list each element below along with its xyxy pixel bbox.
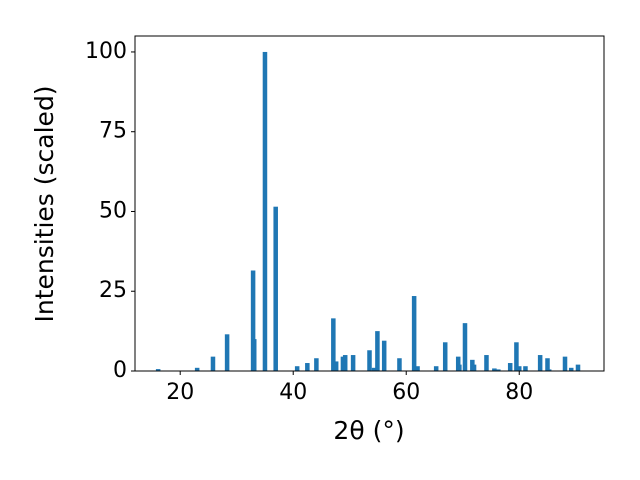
y-tick-label: 75 bbox=[99, 119, 127, 144]
bar bbox=[507, 363, 513, 371]
bar bbox=[471, 364, 477, 371]
y-tick-label: 100 bbox=[85, 39, 127, 64]
bar bbox=[415, 366, 420, 371]
bar bbox=[331, 318, 336, 371]
bar bbox=[433, 366, 439, 371]
bar bbox=[496, 369, 501, 371]
bar bbox=[350, 355, 356, 371]
bar bbox=[397, 358, 402, 371]
x-tick-label: 80 bbox=[505, 380, 533, 405]
y-tick-label: 0 bbox=[113, 358, 127, 383]
y-axis-label: Intensities (scaled) bbox=[30, 85, 59, 322]
bar bbox=[371, 367, 377, 371]
bar bbox=[333, 361, 339, 371]
bar bbox=[262, 51, 268, 371]
y-tick-label: 25 bbox=[99, 278, 127, 303]
bar bbox=[546, 369, 552, 371]
bar bbox=[305, 363, 310, 371]
bar bbox=[516, 366, 522, 371]
bar bbox=[375, 331, 380, 371]
bar bbox=[251, 339, 257, 371]
plot-frame bbox=[134, 35, 605, 372]
bar bbox=[514, 342, 519, 371]
bar bbox=[411, 296, 417, 371]
bar bbox=[224, 334, 230, 371]
x-tick-label: 60 bbox=[392, 380, 420, 405]
bar bbox=[210, 356, 216, 371]
bar bbox=[294, 366, 300, 371]
bar bbox=[484, 355, 489, 371]
bar bbox=[462, 323, 468, 371]
bar bbox=[340, 356, 346, 371]
bar bbox=[250, 270, 256, 371]
bar bbox=[537, 355, 543, 371]
bar bbox=[523, 366, 528, 371]
bar bbox=[575, 364, 581, 371]
x-tick-label: 40 bbox=[279, 380, 307, 405]
x-tick-label: 20 bbox=[166, 380, 194, 405]
bar bbox=[568, 367, 574, 371]
bar bbox=[562, 356, 568, 371]
bar bbox=[457, 364, 462, 371]
bar bbox=[455, 356, 461, 371]
y-tick-label: 50 bbox=[99, 198, 127, 223]
bar bbox=[314, 358, 319, 371]
bar bbox=[342, 355, 348, 371]
x-axis-label: 2θ (°) bbox=[333, 416, 404, 445]
bar bbox=[194, 367, 200, 371]
bar bbox=[381, 340, 387, 371]
bar bbox=[367, 350, 372, 371]
bar bbox=[273, 206, 278, 371]
bar bbox=[492, 368, 497, 371]
bar bbox=[545, 358, 550, 371]
bar bbox=[155, 369, 161, 371]
bar bbox=[442, 342, 448, 371]
